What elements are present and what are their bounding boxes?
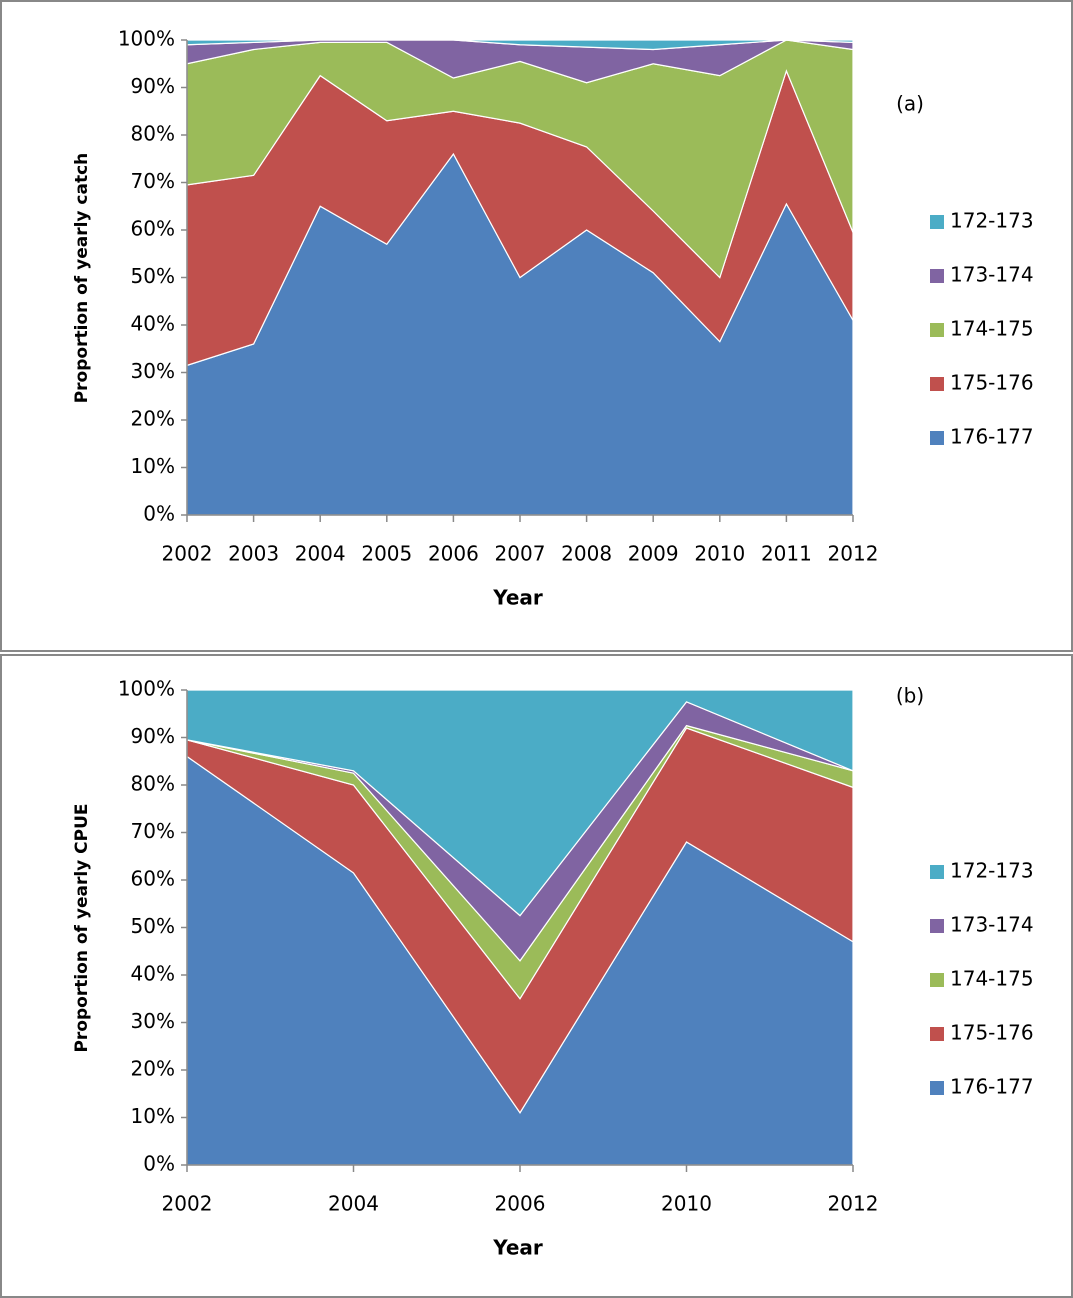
legend-label: 173-174: [950, 263, 1034, 287]
legend-label: 175-176: [950, 1021, 1034, 1045]
y-tick-label: 50%: [131, 914, 175, 938]
x-tick-label: 2006: [495, 1192, 546, 1216]
y-tick-label: 90%: [131, 74, 175, 98]
y-tick-label: 80%: [131, 122, 175, 146]
y-tick-label: 10%: [131, 454, 175, 478]
legend-swatch: [930, 919, 944, 933]
x-tick-label: 2004: [295, 542, 346, 566]
y-tick-label: 60%: [131, 217, 175, 241]
x-tick-label: 2004: [328, 1192, 379, 1216]
y-tick-label: 90%: [131, 724, 175, 748]
legend-swatch: [930, 431, 944, 445]
x-tick-label: 2002: [162, 542, 213, 566]
x-tick-label: 2005: [361, 542, 412, 566]
y-tick-label: 70%: [131, 819, 175, 843]
legend-swatch: [930, 215, 944, 229]
panel-border: [0, 654, 1073, 1298]
y-tick-label: 100%: [118, 27, 175, 51]
panel-border: [0, 0, 1073, 652]
x-tick-label: 2010: [661, 1192, 712, 1216]
area: [186, 689, 854, 917]
y-tick-label: 70%: [131, 169, 175, 193]
legend-label: 174-175: [950, 967, 1034, 991]
x-axis-label: Year: [492, 586, 543, 610]
y-tick-label: 30%: [131, 1009, 175, 1033]
x-tick-label: 2008: [561, 542, 612, 566]
x-tick-label: 2003: [228, 542, 279, 566]
annotation: (b): [896, 684, 924, 708]
area: [186, 39, 854, 51]
legend-label: 176-177: [950, 425, 1034, 449]
x-tick-label: 2007: [495, 542, 546, 566]
legend-label: 172-173: [950, 209, 1034, 233]
y-tick-label: 50%: [131, 264, 175, 288]
y-tick-label: 0%: [143, 1152, 175, 1176]
y-tick-label: 60%: [131, 867, 175, 891]
legend-label: 174-175: [950, 317, 1034, 341]
x-tick-label: 2002: [162, 1192, 213, 1216]
legend-swatch: [930, 377, 944, 391]
legend-swatch: [930, 323, 944, 337]
x-tick-label: 2010: [694, 542, 745, 566]
legend-swatch: [930, 1081, 944, 1095]
y-tick-label: 40%: [131, 312, 175, 336]
legend-label: 176-177: [950, 1075, 1034, 1099]
y-axis-label: Proportion of yearly CPUE: [72, 803, 92, 1052]
legend-label: 175-176: [950, 371, 1034, 395]
y-tick-label: 100%: [118, 677, 175, 701]
x-axis-label: Year: [492, 1236, 543, 1260]
x-tick-label: 2011: [761, 542, 812, 566]
y-tick-label: 20%: [131, 1057, 175, 1081]
x-tick-label: 2012: [828, 1192, 879, 1216]
x-tick-label: 2012: [828, 542, 879, 566]
legend-swatch: [930, 865, 944, 879]
x-tick-label: 2006: [428, 542, 479, 566]
y-axis-label: Proportion of yearly catch: [72, 153, 92, 404]
y-tick-label: 40%: [131, 962, 175, 986]
x-tick-label: 2009: [628, 542, 679, 566]
legend-swatch: [930, 1027, 944, 1041]
legend-label: 173-174: [950, 913, 1034, 937]
y-tick-label: 10%: [131, 1104, 175, 1128]
legend-swatch: [930, 973, 944, 987]
y-tick-label: 30%: [131, 359, 175, 383]
y-tick-label: 20%: [131, 407, 175, 431]
legend-label: 172-173: [950, 859, 1034, 883]
annotation: (a): [896, 92, 924, 116]
y-tick-label: 80%: [131, 772, 175, 796]
legend-swatch: [930, 269, 944, 283]
y-tick-label: 0%: [143, 502, 175, 526]
